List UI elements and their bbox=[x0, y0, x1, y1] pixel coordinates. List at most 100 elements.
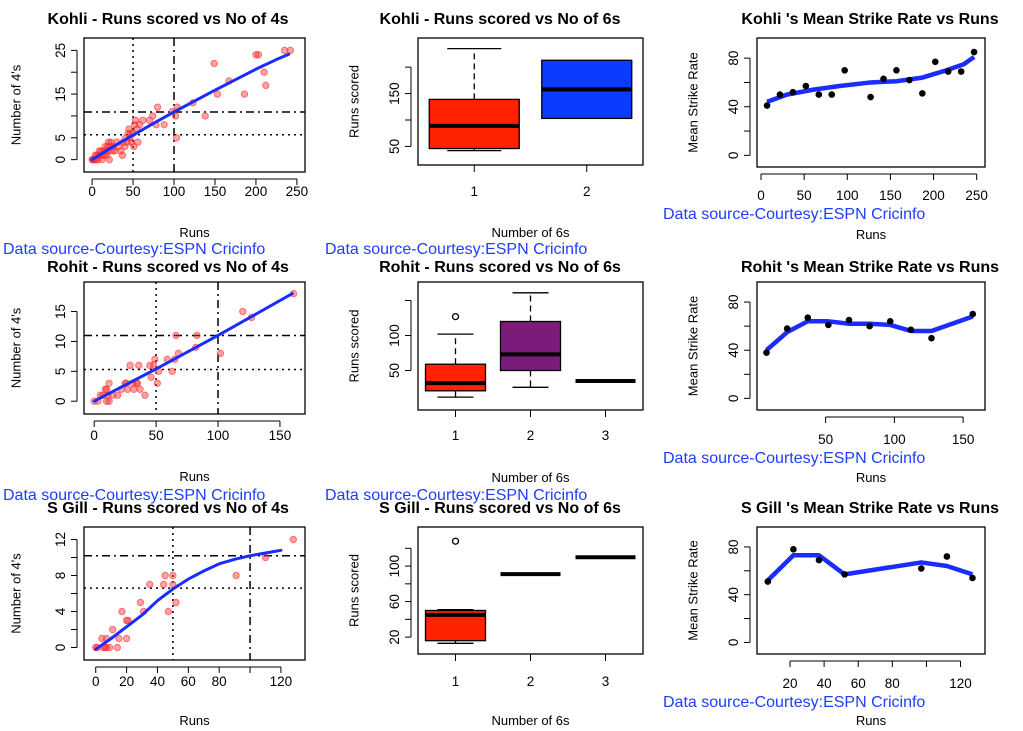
chart-gill-strike-rate: S Gill 's Mean Strike Rate vs Runs040802… bbox=[685, 500, 999, 728]
plot-frame bbox=[83, 281, 306, 415]
data-point bbox=[918, 565, 925, 572]
x-axis-label: Number of 6s bbox=[491, 225, 570, 240]
x-tick-label: 1 bbox=[452, 674, 460, 689]
data-point bbox=[213, 90, 222, 98]
y-tick-label: 0 bbox=[53, 644, 68, 652]
data-point bbox=[240, 90, 249, 98]
box-group-1 bbox=[428, 47, 520, 152]
data-point bbox=[970, 48, 978, 56]
x-tick-label: 20 bbox=[782, 676, 797, 691]
data-point bbox=[828, 91, 836, 98]
data-point bbox=[783, 325, 791, 332]
y-axis-label: Runs scored bbox=[346, 554, 361, 627]
data-point bbox=[172, 598, 180, 607]
x-axis: 0 50 100 150 200 250 bbox=[88, 178, 308, 199]
data-point bbox=[113, 643, 122, 652]
x-tick-label: 3 bbox=[602, 674, 610, 689]
data-point bbox=[118, 151, 127, 159]
data-point bbox=[122, 634, 131, 643]
data-point bbox=[105, 643, 114, 652]
data-point bbox=[105, 397, 113, 405]
plot-area bbox=[763, 48, 978, 109]
data-point bbox=[252, 51, 260, 59]
box-group-2 bbox=[499, 292, 562, 388]
data-source-note: Data source-Courtesy:ESPN Cricinfo bbox=[663, 206, 925, 223]
fit-line bbox=[92, 292, 294, 403]
data-point bbox=[907, 326, 915, 334]
data-point bbox=[210, 59, 218, 68]
data-point bbox=[105, 379, 113, 387]
data-point bbox=[239, 307, 247, 316]
y-tick-label: 40 bbox=[726, 343, 741, 358]
data-point bbox=[168, 367, 176, 376]
x-tick-label: 250 bbox=[965, 188, 988, 203]
plot-frame bbox=[83, 526, 306, 661]
y-axis-label: Mean Strike Rate bbox=[685, 52, 700, 152]
data-source-note: Data source-Courtesy:ESPN Cricinfo bbox=[663, 694, 925, 711]
box-group-1 bbox=[424, 312, 487, 398]
data-point bbox=[906, 76, 913, 84]
x-tick-label: 100 bbox=[836, 188, 859, 203]
data-point bbox=[764, 578, 772, 585]
data-point bbox=[969, 574, 976, 582]
y-tick-label: 20 bbox=[387, 630, 402, 645]
data-point bbox=[825, 321, 832, 329]
x-axis-label: Runs bbox=[856, 470, 887, 485]
data-point bbox=[289, 535, 297, 544]
chart-title: S Gill - Runs scored vs No of 4s bbox=[47, 500, 289, 517]
box bbox=[424, 363, 487, 392]
y-tick-label: 10 bbox=[53, 334, 68, 349]
data-point bbox=[161, 571, 169, 580]
data-point bbox=[928, 334, 935, 342]
x-axis-label: Runs bbox=[856, 713, 887, 728]
y-tick-label: 50 bbox=[387, 363, 402, 378]
data-point bbox=[254, 51, 263, 59]
y-tick-label: 5 bbox=[53, 134, 68, 142]
data-point bbox=[114, 391, 122, 399]
x-tick-label: 0 bbox=[92, 674, 100, 689]
x-tick-label: 150 bbox=[879, 188, 902, 203]
data-point bbox=[141, 391, 149, 399]
x-tick-label: 100 bbox=[883, 432, 906, 447]
x-tick-label: 100 bbox=[163, 184, 186, 199]
y-axis-label: Mean Strike Rate bbox=[685, 540, 700, 640]
x-tick-label: 3 bbox=[602, 428, 610, 443]
y-tick-label: 100 bbox=[387, 324, 402, 347]
y-tick-label: 0 bbox=[726, 395, 741, 403]
x-tick-label: 60 bbox=[851, 676, 866, 691]
y-tick-label: 150 bbox=[387, 82, 402, 105]
data-point bbox=[943, 553, 951, 560]
data-point bbox=[262, 81, 270, 90]
data-point bbox=[286, 46, 295, 55]
data-point bbox=[160, 120, 168, 129]
x-tick-label: 50 bbox=[818, 432, 833, 447]
chart-title: S Gill 's Mean Strike Rate vs Runs bbox=[741, 500, 999, 517]
data-point bbox=[280, 46, 289, 55]
data-point bbox=[193, 331, 201, 340]
x-axis: 0 50 100 150 200 250 bbox=[757, 173, 988, 203]
y-axis: 20 60 100 bbox=[387, 547, 412, 645]
data-point bbox=[944, 68, 952, 75]
x-tick-label: 200 bbox=[922, 188, 945, 203]
data-point bbox=[886, 318, 894, 325]
x-tick-label: 0 bbox=[88, 184, 96, 199]
data-point bbox=[164, 607, 172, 616]
y-axis-label: Runs scored bbox=[346, 310, 361, 383]
data-point bbox=[866, 322, 873, 330]
x-tick-label: 120 bbox=[949, 676, 972, 691]
data-point bbox=[172, 331, 180, 340]
y-axis-label: Number of 4's bbox=[8, 64, 23, 145]
data-point bbox=[131, 116, 140, 124]
box bbox=[499, 320, 562, 372]
plot-area bbox=[763, 310, 977, 356]
data-point bbox=[893, 67, 900, 74]
x-tick-label: 60 bbox=[181, 674, 196, 689]
plot-area bbox=[84, 38, 305, 172]
data-source-note: Data source-Courtesy:ESPN Cricinfo bbox=[325, 487, 587, 504]
plot-frame bbox=[83, 37, 306, 173]
x-axis-label: Number of 6s bbox=[491, 713, 570, 728]
y-axis: 50 150 bbox=[387, 66, 412, 154]
smooth-line bbox=[766, 553, 974, 582]
